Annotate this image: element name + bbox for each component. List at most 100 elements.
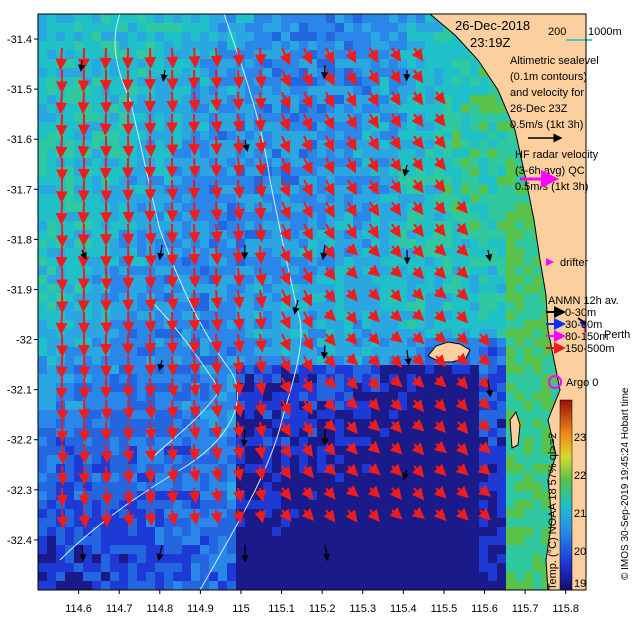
sst-cell — [74, 392, 84, 402]
sst-cell — [533, 302, 543, 312]
sst-cell — [182, 473, 192, 483]
sst-cell — [245, 248, 255, 258]
sst-cell — [317, 113, 327, 123]
sst-cell — [443, 122, 453, 132]
sst-cell — [335, 239, 345, 249]
sst-cell — [200, 113, 210, 123]
sst-cell — [245, 581, 255, 590]
sst-cell — [191, 77, 201, 87]
sst-cell — [443, 239, 453, 249]
sst-cell — [380, 68, 390, 78]
hf-vector — [254, 443, 267, 460]
sst-cell — [155, 464, 165, 474]
sst-cell — [74, 95, 84, 105]
sst-cell — [524, 419, 534, 429]
sst-cell — [416, 131, 426, 141]
sst-cell — [299, 14, 309, 24]
sst-cell — [362, 239, 372, 249]
hf-vector — [56, 465, 69, 487]
sst-cell — [164, 455, 174, 465]
sst-cell — [479, 131, 489, 141]
sst-cell — [83, 266, 93, 276]
sst-cell — [65, 383, 75, 393]
sst-cell — [308, 518, 318, 528]
sst-cell — [245, 347, 255, 357]
sst-cell — [128, 176, 138, 186]
sst-cell — [335, 302, 345, 312]
sst-cell — [191, 581, 201, 590]
sst-cell — [380, 338, 390, 348]
sst-cell — [101, 545, 111, 555]
sst-cell — [56, 311, 66, 321]
sst-cell — [371, 23, 381, 33]
sst-cell — [227, 365, 237, 375]
sst-cell — [182, 158, 192, 168]
sst-cell — [317, 293, 327, 303]
sst-cell — [317, 86, 327, 96]
sst-cell — [317, 122, 327, 132]
sst-cell — [344, 383, 354, 393]
sst-cell — [155, 509, 165, 519]
sst-cell — [497, 257, 507, 267]
sst-cell — [47, 455, 57, 465]
sst-cell — [137, 320, 147, 330]
hf-vector — [166, 399, 179, 420]
sst-cell — [65, 374, 75, 384]
sst-cell — [389, 482, 399, 492]
sst-cell — [137, 149, 147, 159]
sst-cell — [326, 518, 336, 528]
sst-cell — [56, 365, 66, 375]
sst-cell — [533, 275, 543, 285]
sst-cell — [416, 302, 426, 312]
hf-vector — [389, 374, 403, 388]
sst-cell — [227, 581, 237, 590]
sst-cell — [200, 509, 210, 519]
sst-cell — [434, 149, 444, 159]
sst-cell — [371, 185, 381, 195]
hf-vector — [254, 333, 267, 353]
hf-vector — [166, 179, 179, 201]
sst-cell — [263, 149, 273, 159]
sst-cell — [56, 482, 66, 492]
sst-cell — [236, 410, 246, 420]
sst-cell — [407, 383, 417, 393]
sst-cell — [38, 149, 48, 159]
sst-cell — [533, 392, 543, 402]
sst-cell — [236, 185, 246, 195]
sst-cell — [182, 122, 192, 132]
hf-vector — [210, 201, 223, 222]
sst-cell — [110, 464, 120, 474]
hf-vector — [78, 487, 91, 507]
sst-cell — [272, 419, 282, 429]
hf-vector — [188, 245, 201, 267]
sst-cell — [164, 419, 174, 429]
sst-cell — [488, 131, 498, 141]
sst-cell — [56, 158, 66, 168]
sst-cell — [191, 419, 201, 429]
sst-cell — [497, 473, 507, 483]
sst-cell — [137, 257, 147, 267]
sst-cell — [443, 302, 453, 312]
sst-cell — [119, 401, 129, 411]
sst-cell — [191, 212, 201, 222]
hf-vector — [411, 331, 425, 345]
sst-cell — [128, 203, 138, 213]
sst-cell — [308, 572, 318, 582]
sst-cell — [263, 14, 273, 24]
sst-cell — [110, 140, 120, 150]
sst-cell — [362, 365, 372, 375]
sst-cell — [56, 473, 66, 483]
y-tick-label: -31.7 — [7, 184, 32, 196]
sst-cell — [290, 257, 300, 267]
sst-cell — [308, 365, 318, 375]
sst-cell — [110, 563, 120, 573]
sst-cell — [110, 194, 120, 204]
sst-cell — [65, 338, 75, 348]
sst-cell — [236, 284, 246, 294]
sst-cell — [47, 59, 57, 69]
sst-cell — [335, 581, 345, 590]
sst-cell — [317, 158, 327, 168]
sst-cell — [335, 23, 345, 33]
sst-cell — [137, 59, 147, 69]
sst-cell — [335, 14, 345, 24]
